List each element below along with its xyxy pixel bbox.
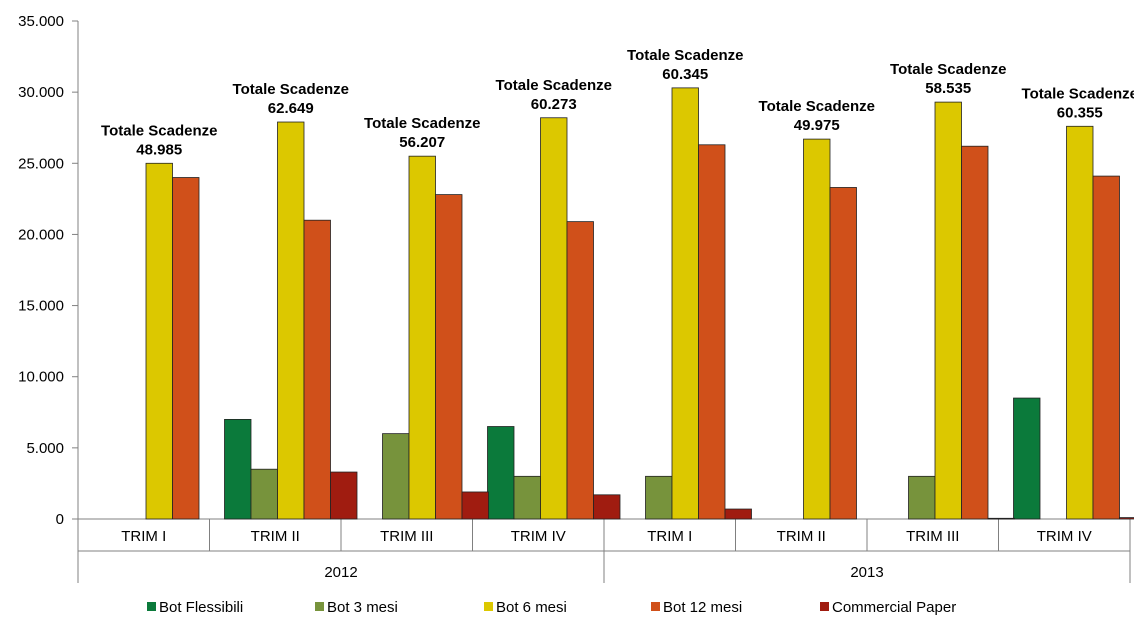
annotations: Totale Scadenze 48.985 Totale Scadenze 62.6… xyxy=(101,47,1134,158)
bar xyxy=(145,162,173,520)
bar xyxy=(1119,517,1134,520)
y-tick-label: 10.000 xyxy=(18,369,64,386)
y-tick-label: 35.000 xyxy=(18,13,64,30)
legend-swatch xyxy=(315,602,324,611)
bar xyxy=(566,221,594,520)
bar xyxy=(698,144,726,520)
bar xyxy=(461,491,489,520)
legend-swatch xyxy=(147,602,156,611)
y-tick-label: 25.000 xyxy=(18,155,64,172)
bar xyxy=(987,517,1015,520)
total-value: 60.273 xyxy=(531,96,577,113)
total-value: 48.985 xyxy=(136,141,182,158)
bar xyxy=(408,155,436,520)
x-category-label: TRIM III xyxy=(906,528,959,545)
bar xyxy=(330,471,358,520)
total-label: Totale Scadenze xyxy=(496,77,612,94)
total-label: Totale Scadenze xyxy=(627,47,743,64)
legend-label: Bot 6 mesi xyxy=(496,599,567,616)
bar xyxy=(961,145,989,520)
bar xyxy=(277,121,305,520)
legend-label: Commercial Paper xyxy=(832,599,956,616)
y-tick-label: 30.000 xyxy=(18,84,64,101)
bar xyxy=(1066,125,1094,520)
total-value: 60.345 xyxy=(662,66,708,83)
legend-swatch xyxy=(651,602,660,611)
total-value: 62.649 xyxy=(268,100,314,117)
bar xyxy=(829,187,857,520)
total-value: 58.535 xyxy=(925,80,971,97)
bar xyxy=(724,508,752,520)
bar xyxy=(671,87,699,520)
bar xyxy=(513,475,541,520)
x-category-label: TRIM I xyxy=(121,528,166,545)
bar xyxy=(908,475,936,520)
x-category-label: TRIM IV xyxy=(511,528,566,545)
bar xyxy=(1013,397,1041,520)
bar xyxy=(803,138,831,520)
total-label: Totale Scadenze xyxy=(233,81,349,98)
y-tick-label: 5.000 xyxy=(26,440,64,457)
bar xyxy=(487,426,515,520)
total-value: 56.207 xyxy=(399,134,445,151)
total-label: Totale Scadenze xyxy=(759,98,875,115)
total-label: Totale Scadenze xyxy=(890,61,1006,78)
total-label: Totale Scadenze xyxy=(1022,85,1134,102)
x-category-label: TRIM I xyxy=(647,528,692,545)
bar xyxy=(1092,175,1120,520)
bars xyxy=(145,87,1134,520)
bar xyxy=(303,219,331,520)
bar xyxy=(540,117,568,520)
bar xyxy=(435,194,463,520)
bar xyxy=(250,468,278,520)
bar xyxy=(224,418,252,520)
y-tick-label: 15.000 xyxy=(18,298,64,315)
total-label: Totale Scadenze xyxy=(101,122,217,139)
y-tick-label: 0 xyxy=(56,511,64,528)
x-category-label: TRIM IV xyxy=(1037,528,1092,545)
x-category-label: TRIM III xyxy=(380,528,433,545)
bar xyxy=(934,101,962,520)
x-category-label: TRIM II xyxy=(777,528,826,545)
legend-swatch xyxy=(820,602,829,611)
bar xyxy=(172,177,200,520)
legend-label: Bot 3 mesi xyxy=(327,599,398,616)
total-value: 49.975 xyxy=(794,117,840,134)
legend-label: Bot Flessibili xyxy=(159,599,243,616)
legend: Bot Flessibili Bot 3 mesi Bot 6 mesi Bot 12… xyxy=(147,599,956,616)
bar xyxy=(382,433,410,520)
total-value: 60.355 xyxy=(1057,104,1103,121)
x-group-label: 2012 xyxy=(324,564,357,581)
bar xyxy=(593,494,621,520)
legend-swatch xyxy=(484,602,493,611)
y-tick-label: 20.000 xyxy=(18,226,64,243)
x-category-label: TRIM II xyxy=(251,528,300,545)
bar xyxy=(645,475,673,520)
legend-label: Bot 12 mesi xyxy=(663,599,742,616)
x-group-label: 2013 xyxy=(850,564,883,581)
total-label: Totale Scadenze xyxy=(364,115,480,132)
